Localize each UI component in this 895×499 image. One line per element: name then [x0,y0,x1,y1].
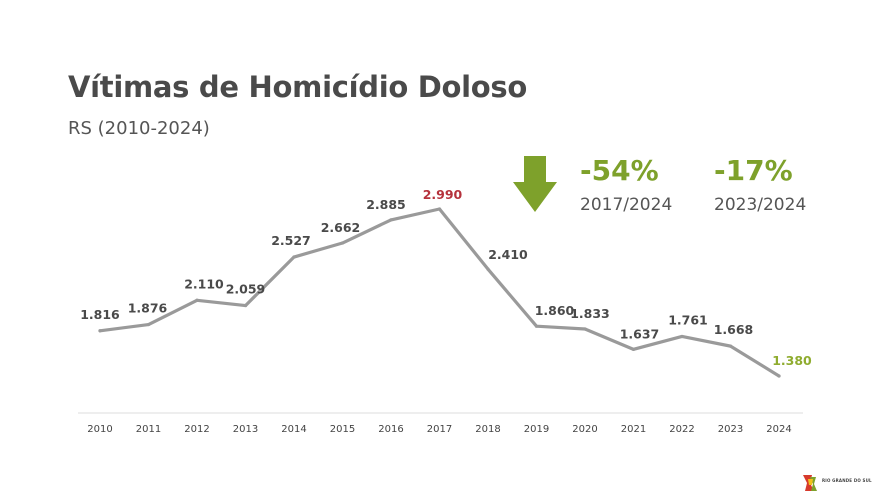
data-label-2024: 1.380 [772,353,812,368]
rio-grande-do-sul-logo [803,475,817,491]
x-tick-label-2021: 2021 [621,424,646,435]
logo-text: RIO GRANDE DO SUL [822,478,872,483]
data-point-2023 [728,344,733,348]
x-tick-label-2016: 2016 [378,424,403,435]
data-label-2016: 2.885 [366,197,406,212]
data-label-2018: 2.410 [488,247,528,262]
down-arrow-icon [513,156,557,212]
data-point-2010 [98,329,102,333]
x-tick-label-2019: 2019 [524,424,549,435]
x-tick-label-2013: 2013 [233,424,258,435]
data-point-2015 [340,241,345,245]
data-point-2019 [534,324,539,328]
x-tick-label-2010: 2010 [87,424,112,435]
data-label-2013: 2.059 [226,282,266,297]
data-label-2010: 1.816 [80,307,120,322]
data-label-2012: 2.110 [184,276,224,291]
chart-title: Vítimas de Homicídio Doloso [68,70,528,104]
stat-period: 2023/2024 [714,195,807,215]
stat-percentage: -54% [580,154,659,187]
series-line [98,207,781,378]
data-point-2011 [146,322,151,327]
x-tick-label-2020: 2020 [572,424,597,435]
data-label-2015: 2.662 [321,220,361,235]
x-tick-label-2011: 2011 [136,424,161,435]
data-label-2019: 1.860 [535,303,575,318]
data-label-2020: 1.833 [570,306,610,321]
stat-2023-2024: -17% 2023/2024 [714,154,807,216]
stat-period: 2017/2024 [580,195,673,215]
data-label-2017: 2.990 [423,187,463,202]
x-tick-label-2023: 2023 [718,424,743,435]
x-tick-label-2012: 2012 [184,424,209,435]
data-point-2013 [243,303,248,308]
stat-2017-2024: -54% 2017/2024 [580,154,673,216]
data-point-2018 [486,267,490,271]
data-label-2021: 1.637 [620,326,660,341]
data-point-2016 [389,218,393,222]
data-label-2011: 1.876 [128,301,168,316]
data-label-2014: 2.527 [271,233,311,248]
data-label-2022: 1.761 [668,312,708,327]
data-point-2014 [292,255,296,259]
data-point-2017 [437,207,442,211]
chart-subtitle: RS (2010-2024) [68,118,210,139]
data-point-2024 [777,374,781,378]
data-point-2021 [631,347,636,351]
x-tick-label-2018: 2018 [475,424,500,435]
data-point-2012 [195,298,199,302]
x-tick-label-2017: 2017 [427,424,452,435]
data-point-2020 [583,327,587,331]
data-label-2023: 1.668 [714,322,754,337]
x-tick-label-2014: 2014 [281,424,306,435]
x-tick-label-2015: 2015 [330,424,355,435]
x-tick-label-2022: 2022 [669,424,694,435]
stat-percentage: -17% [714,154,793,187]
x-tick-label-2024: 2024 [766,424,791,435]
data-point-2022 [680,334,684,339]
